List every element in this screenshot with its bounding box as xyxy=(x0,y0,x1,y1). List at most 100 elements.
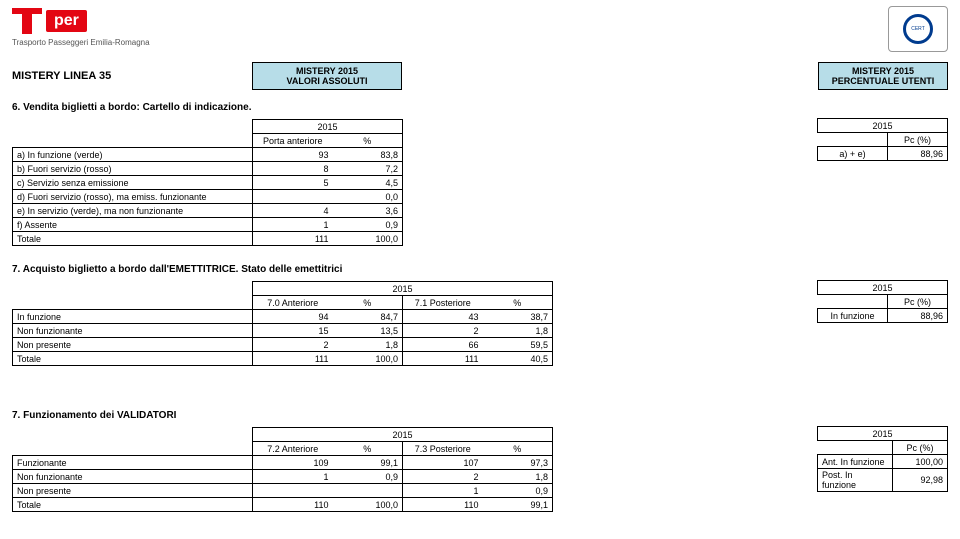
table-row: b) Fuori servizio (rosso)87,2 xyxy=(13,162,403,176)
table-row: Non funzionante1513,521,8 xyxy=(13,324,553,338)
table-row: Totale111100,0 xyxy=(13,232,403,246)
table-row: Funzionante10999,110797,3 xyxy=(13,456,553,470)
row-v1: 111 xyxy=(253,352,333,366)
row-v2: 0,9 xyxy=(333,470,403,484)
s7ar-pc: Pc (%) xyxy=(888,295,948,309)
s7b-c1: 7.2 Anteriore xyxy=(253,442,333,456)
section-6-title: 6. Vendita biglietti a bordo: Cartello d… xyxy=(12,102,948,113)
row-v2 xyxy=(333,484,403,498)
row-v1: 15 xyxy=(253,324,333,338)
right-line2: PERCENTUALE UTENTI xyxy=(825,76,941,86)
certification-badge: CERT xyxy=(888,6,948,52)
row-label: Non presente xyxy=(13,484,253,498)
section-7b-title: 7. Funzionamento dei VALIDATORI xyxy=(12,410,948,421)
section-7a: 7. Acquisto biglietto a bordo dall'EMETT… xyxy=(12,264,948,366)
row-label: a) In funzione (verde) xyxy=(13,148,253,162)
row-v1: 1 xyxy=(253,470,333,484)
cert-icon: CERT xyxy=(903,14,933,44)
s6-col2: % xyxy=(333,134,403,148)
row-v2: 7,2 xyxy=(333,162,403,176)
row-v3: 107 xyxy=(403,456,483,470)
s7b-c4: % xyxy=(483,442,553,456)
row-v1: 8 xyxy=(253,162,333,176)
section-7b-summary: 2015 Pc (%) Ant. In funzione100,00Post. … xyxy=(817,426,948,492)
mid-line1: MISTERY 2015 xyxy=(259,66,395,76)
row-v2: 99,1 xyxy=(333,456,403,470)
row-v1: 109 xyxy=(253,456,333,470)
row-v4: 40,5 xyxy=(483,352,553,366)
table-row: Non funzionante10,921,8 xyxy=(13,470,553,484)
row-v3: 66 xyxy=(403,338,483,352)
section-7a-summary: 2015 Pc (%) In funzione 88,96 xyxy=(817,280,948,323)
row-val: 100,00 xyxy=(893,455,948,469)
row-v2: 0,9 xyxy=(333,218,403,232)
row-label: Non presente xyxy=(13,338,253,352)
row-v1 xyxy=(253,190,333,204)
row-v2: 83,8 xyxy=(333,148,403,162)
row-label: Non funzionante xyxy=(13,470,253,484)
s6r-year: 2015 xyxy=(818,119,948,133)
table-row: Totale111100,011140,5 xyxy=(13,352,553,366)
row-v4: 1,8 xyxy=(483,470,553,484)
s6-col1: Porta anteriore xyxy=(253,134,333,148)
s7b-year: 2015 xyxy=(253,428,553,442)
s7b-c3: 7.3 Posteriore xyxy=(403,442,483,456)
s7a-year: 2015 xyxy=(253,282,553,296)
row-v3: 111 xyxy=(403,352,483,366)
row-label: Funzionante xyxy=(13,456,253,470)
row-v1: 4 xyxy=(253,204,333,218)
row-v1: 5 xyxy=(253,176,333,190)
row-v2: 1,8 xyxy=(333,338,403,352)
logo-text: per xyxy=(46,10,87,32)
row-v4: 59,5 xyxy=(483,338,553,352)
table-row: d) Fuori servizio (rosso), ma emiss. fun… xyxy=(13,190,403,204)
row-v1: 111 xyxy=(253,232,333,246)
s7ar-label: In funzione xyxy=(818,309,888,323)
row-v1 xyxy=(253,484,333,498)
row-v1: 2 xyxy=(253,338,333,352)
logo: per xyxy=(12,8,87,34)
row-v1: 110 xyxy=(253,498,333,512)
s7a-c1: 7.0 Anteriore xyxy=(253,296,333,310)
page-title: MISTERY LINEA 35 xyxy=(12,70,252,82)
s7br-pc: Pc (%) xyxy=(893,441,948,455)
row-label: c) Servizio senza emissione xyxy=(13,176,253,190)
table-row: Post. In funzione92,98 xyxy=(818,469,948,492)
row-label: b) Fuori servizio (rosso) xyxy=(13,162,253,176)
mid-header: MISTERY 2015 VALORI ASSOLUTI xyxy=(252,62,402,90)
row-v2: 13,5 xyxy=(333,324,403,338)
row-v1: 94 xyxy=(253,310,333,324)
row-v2: 100,0 xyxy=(333,232,403,246)
s7br-year: 2015 xyxy=(818,427,948,441)
table-row: c) Servizio senza emissione54,5 xyxy=(13,176,403,190)
section-6: 6. Vendita biglietti a bordo: Cartello d… xyxy=(12,102,948,246)
row-v3: 2 xyxy=(403,470,483,484)
section-7b-table: 2015 7.2 Anteriore % 7.3 Posteriore % Fu… xyxy=(12,427,553,512)
row-v3: 43 xyxy=(403,310,483,324)
mid-line2: VALORI ASSOLUTI xyxy=(259,76,395,86)
table-row: f) Assente10,9 xyxy=(13,218,403,232)
row-v4: 99,1 xyxy=(483,498,553,512)
table-row: In funzione9484,74338,7 xyxy=(13,310,553,324)
row-v2: 84,7 xyxy=(333,310,403,324)
s7b-c2: % xyxy=(333,442,403,456)
s6-year: 2015 xyxy=(253,120,403,134)
row-v2: 0,0 xyxy=(333,190,403,204)
section-7a-title: 7. Acquisto biglietto a bordo dall'EMETT… xyxy=(12,264,948,275)
section-7a-table: 2015 7.0 Anteriore % 7.1 Posteriore % In… xyxy=(12,281,553,366)
row-label: Non funzionante xyxy=(13,324,253,338)
s6r-pc: Pc (%) xyxy=(888,133,948,147)
title-row: MISTERY LINEA 35 MISTERY 2015 VALORI ASS… xyxy=(12,62,948,90)
row-v3: 110 xyxy=(403,498,483,512)
row-v2: 4,5 xyxy=(333,176,403,190)
table-row: a) In funzione (verde)9383,8 xyxy=(13,148,403,162)
t-logo-icon xyxy=(12,8,42,34)
section-6-summary: 2015 Pc (%) a) + e) 88,96 xyxy=(817,118,948,161)
row-v2: 100,0 xyxy=(333,498,403,512)
table-row: Totale110100,011099,1 xyxy=(13,498,553,512)
s6r-val: 88,96 xyxy=(888,147,948,161)
row-label: Totale xyxy=(13,498,253,512)
row-label: In funzione xyxy=(13,310,253,324)
row-label: Ant. In funzione xyxy=(818,455,893,469)
table-row: Non presente10,9 xyxy=(13,484,553,498)
